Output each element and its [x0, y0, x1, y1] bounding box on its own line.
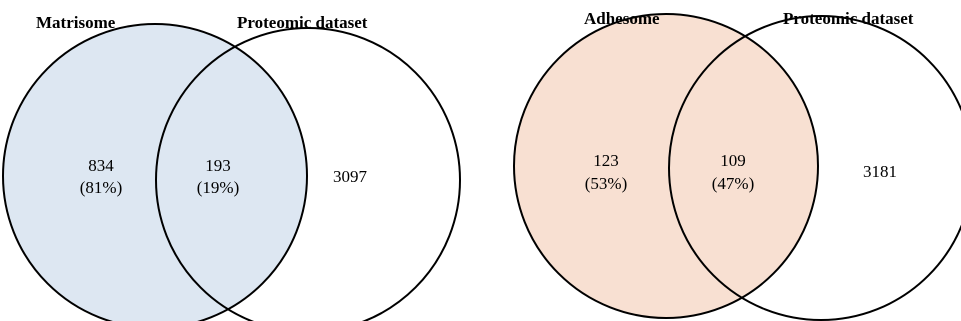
- proteomic-dataset-set-circle: [668, 15, 961, 321]
- adhesome-set-fill: [514, 14, 818, 318]
- matrisome-only-percent: (81%): [80, 178, 122, 197]
- matrisome-set-fill: [3, 24, 307, 321]
- adhesome-only-percent: (53%): [585, 174, 627, 193]
- proteomic-dataset-set-title: Proteomic dataset: [783, 9, 914, 28]
- matrisome-set-title: Matrisome: [36, 13, 116, 32]
- proteomic-only-count: 3097: [333, 167, 368, 186]
- overlap-count: 109: [720, 151, 746, 170]
- matrisome-set-circle: [2, 23, 308, 321]
- adhesome-only-count: 123: [593, 151, 619, 170]
- proteomic-only-count: 3181: [863, 162, 897, 181]
- matrisome-only-count: 834: [88, 156, 114, 175]
- proteomic-dataset-set-title: Proteomic dataset: [237, 13, 368, 32]
- overlap-percent: (19%): [197, 178, 239, 197]
- adhesome-set-title: Adhesome: [584, 9, 660, 28]
- overlap-count: 193: [205, 156, 231, 175]
- proteomic-dataset-set-circle: [155, 27, 461, 321]
- venn-diagram-matrisome: Matrisome Proteomic dataset 834 (81%) 19…: [2, 13, 461, 321]
- adhesome-set-circle: [513, 13, 819, 319]
- overlap-percent: (47%): [712, 174, 754, 193]
- venn-diagram-adhesome: Adhesome Proteomic dataset 123 (53%) 109…: [513, 9, 961, 321]
